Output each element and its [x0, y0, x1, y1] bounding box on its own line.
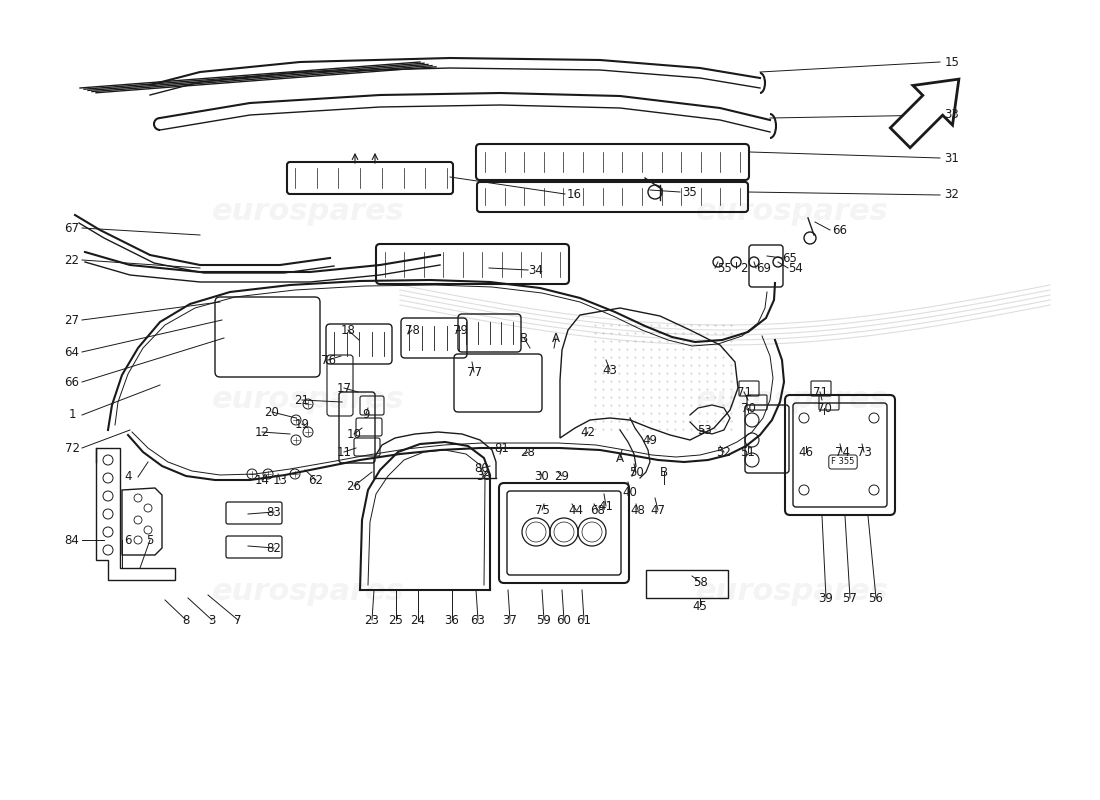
Text: 64: 64	[65, 346, 79, 358]
Text: 10: 10	[346, 427, 362, 441]
Text: 46: 46	[799, 446, 814, 458]
Text: 49: 49	[642, 434, 658, 446]
Text: 35: 35	[683, 186, 697, 198]
Text: 2: 2	[740, 262, 748, 274]
Text: A: A	[552, 331, 560, 345]
Text: 73: 73	[857, 446, 871, 458]
Text: eurospares: eurospares	[211, 386, 405, 414]
Text: 17: 17	[337, 382, 352, 394]
Text: 81: 81	[495, 442, 509, 454]
Text: 7: 7	[234, 614, 242, 626]
Text: 59: 59	[537, 614, 551, 626]
Text: 58: 58	[693, 575, 707, 589]
Text: 44: 44	[569, 503, 583, 517]
Text: 32: 32	[945, 189, 959, 202]
Text: 33: 33	[945, 109, 959, 122]
Text: 28: 28	[520, 446, 536, 458]
Text: 4: 4	[124, 470, 132, 483]
Text: 83: 83	[266, 506, 282, 518]
Text: F 355: F 355	[832, 458, 855, 466]
Text: 34: 34	[529, 263, 543, 277]
Polygon shape	[890, 79, 959, 148]
Text: 37: 37	[503, 614, 517, 626]
Text: 13: 13	[273, 474, 287, 486]
Text: 9: 9	[362, 407, 370, 421]
Text: 8: 8	[183, 614, 189, 626]
Text: 1: 1	[68, 409, 76, 422]
Text: 14: 14	[254, 474, 270, 486]
Text: 66: 66	[833, 223, 847, 237]
Text: 41: 41	[598, 499, 614, 513]
Text: 19: 19	[295, 418, 309, 430]
Text: 18: 18	[341, 323, 355, 337]
Text: 3: 3	[208, 614, 216, 626]
Text: 67: 67	[65, 222, 79, 234]
Text: 80: 80	[474, 462, 490, 474]
Text: 62: 62	[308, 474, 323, 486]
Text: 31: 31	[945, 151, 959, 165]
Text: 22: 22	[65, 254, 79, 266]
Text: 76: 76	[320, 354, 336, 366]
Text: 5: 5	[146, 534, 154, 546]
Text: 39: 39	[818, 591, 834, 605]
Text: 24: 24	[410, 614, 426, 626]
Text: 72: 72	[65, 442, 79, 454]
Text: eurospares: eurospares	[695, 578, 889, 606]
Text: 30: 30	[535, 470, 549, 482]
Text: 6: 6	[124, 534, 132, 546]
Text: eurospares: eurospares	[695, 386, 889, 414]
Text: 79: 79	[452, 323, 468, 337]
Text: 63: 63	[471, 614, 485, 626]
Text: 50: 50	[628, 466, 643, 478]
Text: B: B	[520, 331, 528, 345]
Text: B: B	[660, 466, 668, 478]
Text: 71: 71	[737, 386, 751, 398]
Text: 77: 77	[466, 366, 482, 378]
Text: 54: 54	[789, 262, 803, 274]
Text: 16: 16	[566, 187, 582, 201]
Text: A: A	[616, 451, 624, 465]
Text: 55: 55	[716, 262, 732, 274]
Text: 71: 71	[813, 386, 827, 398]
Text: 69: 69	[757, 262, 771, 274]
Text: 21: 21	[295, 394, 309, 406]
Text: eurospares: eurospares	[211, 578, 405, 606]
Text: 56: 56	[869, 591, 883, 605]
Text: 82: 82	[266, 542, 282, 554]
Text: 25: 25	[388, 614, 404, 626]
Text: eurospares: eurospares	[695, 198, 889, 226]
Text: 12: 12	[254, 426, 270, 438]
Text: 53: 53	[696, 423, 712, 437]
Text: 51: 51	[740, 446, 756, 458]
Text: 36: 36	[444, 614, 460, 626]
Text: 27: 27	[65, 314, 79, 326]
Text: 84: 84	[65, 534, 79, 546]
Text: eurospares: eurospares	[211, 198, 405, 226]
Text: 78: 78	[405, 323, 419, 337]
Text: 57: 57	[843, 591, 857, 605]
Text: 11: 11	[337, 446, 352, 458]
Text: 38: 38	[476, 470, 492, 482]
Text: 45: 45	[693, 599, 707, 613]
Text: 70: 70	[740, 402, 756, 414]
Text: 47: 47	[650, 503, 666, 517]
Text: 68: 68	[591, 503, 605, 517]
Text: 60: 60	[557, 614, 571, 626]
Text: 66: 66	[65, 375, 79, 389]
Text: 15: 15	[945, 55, 959, 69]
Text: 70: 70	[816, 402, 832, 414]
Text: 23: 23	[364, 614, 380, 626]
Text: 48: 48	[630, 503, 646, 517]
Text: 52: 52	[716, 446, 732, 458]
Text: 26: 26	[346, 479, 362, 493]
Text: 42: 42	[581, 426, 595, 438]
Text: 75: 75	[535, 503, 549, 517]
Text: 74: 74	[835, 446, 849, 458]
Text: 61: 61	[576, 614, 592, 626]
Text: 29: 29	[554, 470, 570, 482]
Text: 65: 65	[782, 251, 797, 265]
Text: 43: 43	[603, 363, 617, 377]
Text: 40: 40	[623, 486, 637, 498]
Text: 20: 20	[265, 406, 279, 418]
